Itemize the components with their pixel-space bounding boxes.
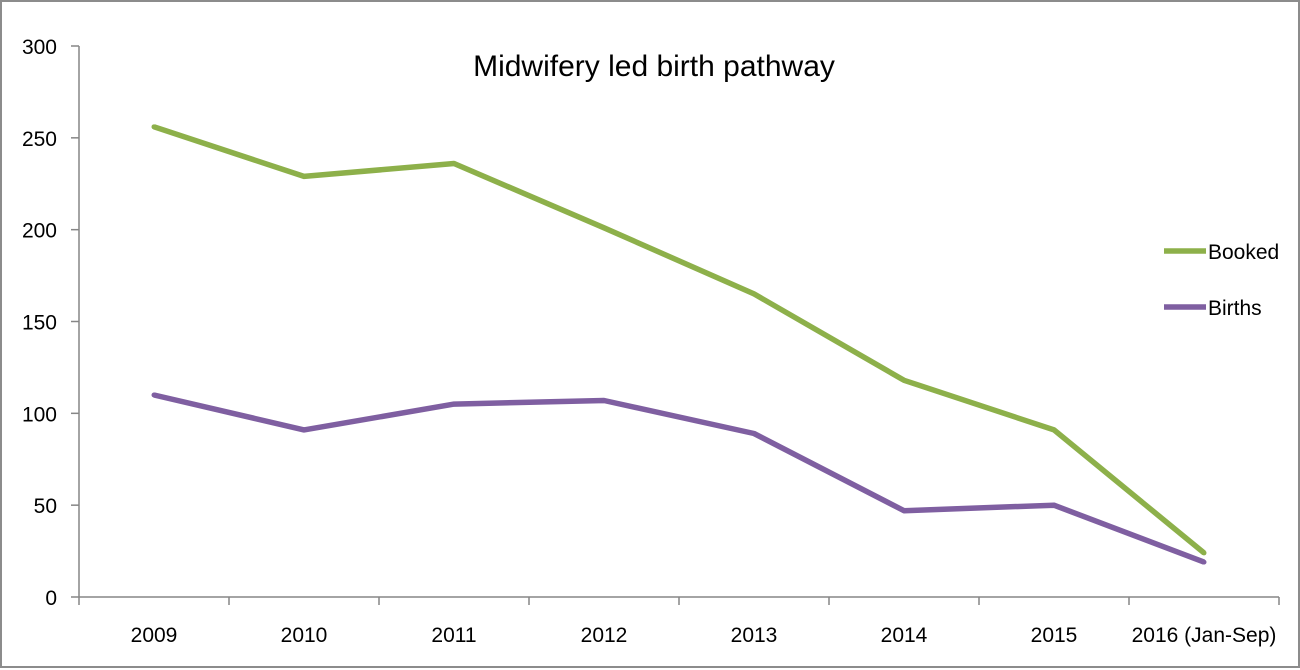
x-tick-label: 2014 — [881, 624, 928, 647]
y-tick-label: 50 — [34, 495, 57, 518]
data-point-booked — [301, 173, 307, 179]
data-point-births — [1201, 559, 1207, 565]
series-births — [151, 392, 1207, 565]
data-point-booked — [601, 225, 607, 231]
legend-label: Births — [1208, 297, 1262, 320]
y-axis: 0 50 100 150 200 250 300 — [22, 36, 80, 610]
x-tick-label: 2015 — [1031, 624, 1078, 647]
data-point-births — [301, 427, 307, 433]
y-tick-label: 250 — [22, 128, 57, 151]
data-point-booked — [1201, 550, 1207, 556]
x-axis: 2009 2010 2011 2012 2013 2014 2015 2016 (Jan-Se… — [78, 596, 1280, 647]
y-tick-label: 150 — [22, 312, 57, 335]
series-line-births — [153, 392, 1205, 565]
chart-title: Midwifery led birth pathway — [473, 50, 835, 83]
data-point-booked — [451, 161, 457, 167]
legend-item-births: Births — [1164, 297, 1262, 320]
series-line-booked — [153, 124, 1206, 556]
x-tick-label: 2012 — [581, 624, 628, 647]
data-point-births — [751, 431, 757, 437]
x-tick-label: 2011 — [431, 624, 476, 647]
y-tick-label: 200 — [22, 220, 57, 243]
legend: Booked Births — [1164, 241, 1279, 320]
x-tick-label: 2016 (Jan-Sep) — [1132, 624, 1277, 647]
data-point-booked — [751, 291, 757, 297]
series-layer — [151, 124, 1207, 565]
data-point-births — [1051, 502, 1057, 508]
data-point-booked — [151, 124, 157, 130]
data-point-booked — [901, 377, 907, 383]
x-tick-label: 2010 — [281, 624, 328, 647]
data-point-births — [601, 397, 607, 403]
x-tick-label: 2013 — [731, 624, 778, 647]
data-point-births — [451, 401, 457, 407]
data-point-births — [901, 508, 907, 514]
series-booked — [151, 124, 1207, 556]
data-point-births — [151, 392, 157, 398]
legend-label: Booked — [1208, 241, 1279, 264]
y-tick-label: 100 — [22, 403, 57, 426]
data-point-booked — [1051, 427, 1057, 433]
x-tick-label: 2009 — [131, 624, 178, 647]
legend-item-booked: Booked — [1164, 241, 1279, 264]
y-tick-label: 300 — [22, 36, 57, 59]
y-tick-label: 0 — [45, 587, 57, 610]
